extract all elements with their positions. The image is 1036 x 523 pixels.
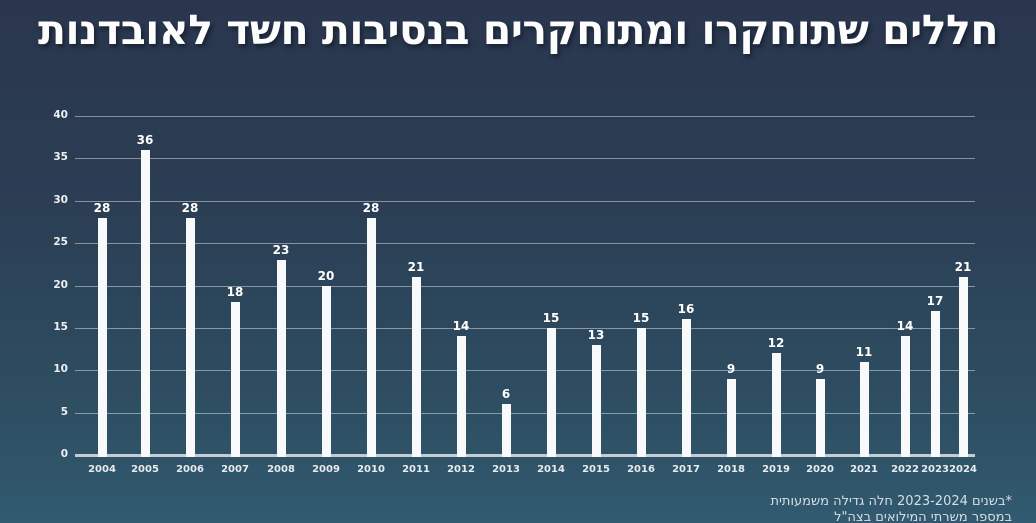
x-axis-tick-label: 2010 (357, 464, 385, 475)
bar-2017 (681, 319, 691, 457)
x-axis-tick-label: 2011 (402, 464, 430, 475)
bar-value-label: 9 (726, 361, 736, 376)
bar-value-label: 36 (136, 132, 154, 147)
bar-2006 (185, 217, 195, 457)
bar-value-label: 9 (815, 361, 825, 376)
bar-2007 (230, 302, 240, 457)
bar-value-label: 28 (362, 200, 380, 215)
bar-value-label: 28 (93, 200, 111, 215)
bar-2022 (900, 336, 910, 457)
bar-2004 (97, 217, 107, 457)
gridline (75, 285, 975, 287)
x-axis-tick-label: 2004 (88, 464, 116, 475)
y-axis-tick-label: 5 (60, 405, 68, 418)
gridline (75, 412, 975, 414)
bar-value-label: 28 (181, 200, 199, 215)
bar-2016 (636, 327, 646, 457)
bar-2024 (958, 277, 968, 457)
gridline (75, 158, 975, 160)
x-axis-tick-label: 2019 (762, 464, 790, 475)
bar-2010 (366, 217, 376, 457)
bar-2015 (591, 344, 601, 457)
bar-value-label: 11 (855, 344, 873, 359)
x-axis-tick-label: 2023 (921, 464, 949, 475)
bar-value-label: 18 (226, 285, 244, 300)
bar-2009 (321, 285, 331, 457)
bar-value-label: 16 (677, 302, 695, 317)
bar-value-label: 21 (954, 260, 972, 275)
bar-value-label: 23 (272, 243, 290, 258)
bar-2005 (140, 149, 150, 457)
footnote: *בשנים 2023-2024 חלה גדילה משמעותית במספ… (770, 494, 1012, 523)
bar-2011 (411, 277, 421, 457)
x-axis-tick-label: 2006 (176, 464, 204, 475)
x-axis-tick-label: 2005 (131, 464, 159, 475)
chart-title: חללים שתוחקרו ומתוחקרים בנסיבות חשד לאוב… (38, 6, 999, 54)
x-axis-tick-label: 2012 (447, 464, 475, 475)
gridline (75, 327, 975, 329)
x-axis-tick-label: 2014 (537, 464, 565, 475)
bar-value-label: 14 (896, 319, 914, 334)
bar-value-label: 15 (632, 310, 650, 325)
bar-value-label: 6 (501, 387, 511, 402)
x-axis-tick-label: 2009 (312, 464, 340, 475)
y-axis-tick-label: 40 (53, 109, 68, 121)
x-axis-tick-label: 2015 (582, 464, 610, 475)
x-axis-tick-label: 2022 (891, 464, 919, 475)
bar-2023 (930, 310, 940, 457)
x-axis-tick-label: 2008 (267, 464, 295, 475)
x-axis-line (75, 454, 975, 457)
x-axis-tick-label: 2013 (492, 464, 520, 475)
x-axis-tick-label: 2020 (806, 464, 834, 475)
bar-2020 (815, 378, 825, 457)
bar-2013 (501, 404, 511, 457)
y-axis-tick-label: 35 (53, 151, 68, 164)
bar-value-label: 12 (767, 336, 785, 351)
x-axis-tick-label: 2016 (627, 464, 655, 475)
y-axis-tick-label: 15 (53, 320, 68, 333)
bar-value-label: 17 (926, 293, 944, 308)
footnote-line-2: במספר משרתי המילואים בצה"ל (834, 510, 1012, 523)
x-axis-tick-label: 2024 (949, 464, 977, 475)
x-axis-tick-label: 2017 (672, 464, 700, 475)
y-axis-tick-label: 0 (60, 448, 68, 460)
bar-value-label: 20 (317, 268, 335, 283)
bar-value-label: 13 (587, 327, 605, 342)
bar-2019 (771, 353, 781, 457)
y-axis-tick-label: 20 (53, 278, 68, 291)
bar-value-label: 21 (407, 260, 425, 275)
bar-2021 (859, 361, 869, 457)
y-axis-tick-label: 10 (53, 363, 68, 376)
gridline (75, 370, 975, 372)
x-axis-tick-label: 2021 (850, 464, 878, 475)
x-axis-tick-label: 2018 (717, 464, 745, 475)
x-axis-tick-label: 2007 (221, 464, 249, 475)
bar-2018 (726, 378, 736, 457)
bar-value-label: 15 (542, 310, 560, 325)
y-axis-tick-label: 25 (53, 236, 68, 249)
bar-2008 (276, 260, 286, 457)
bar-2012 (456, 336, 466, 457)
footnote-line-1: *בשנים 2023-2024 חלה גדילה משמעותית (770, 494, 1012, 509)
y-axis-tick-label: 30 (53, 193, 68, 206)
gridline (75, 200, 975, 202)
bar-value-label: 14 (452, 319, 470, 334)
bar-2014 (546, 327, 556, 457)
gridline (75, 116, 975, 117)
gridline (75, 243, 975, 245)
